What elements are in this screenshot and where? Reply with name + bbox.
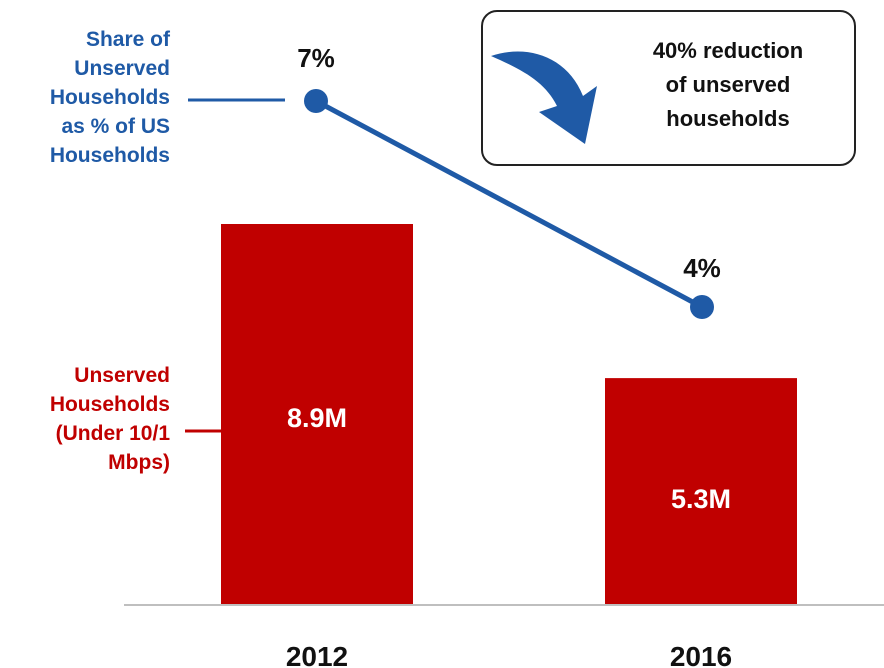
line-series-label-line: as % of US (61, 115, 170, 138)
callout-text: 40% reduction of unserved households (613, 34, 843, 136)
callout-box: 40% reduction of unserved households (481, 10, 856, 166)
line-series-label-line: Households (49, 144, 170, 167)
bar-2016 (605, 378, 797, 605)
line-series-label-line: Share of (85, 28, 170, 51)
x-tick-label-2016: 2016 (670, 641, 732, 668)
line-value-label-2016: 4% (683, 253, 721, 283)
bar-series-label-line: Unserved (74, 364, 170, 387)
bars-layer: 8.9M 5.3M (221, 224, 797, 605)
line-series-path (314, 98, 704, 310)
bar-2012 (221, 224, 413, 605)
callout-text-line: households (666, 106, 790, 131)
bar-series-label: Unserved Households (Under 10/1 Mbps) (0, 361, 170, 477)
bar-value-label-2012: 8.9M (287, 403, 347, 433)
line-point-2012 (304, 89, 328, 113)
x-tick-label-2012: 2012 (286, 641, 348, 668)
bar-series-label-line: (Under 10/1 (55, 422, 170, 445)
bar-value-label-2016: 5.3M (671, 484, 731, 514)
line-layer: 7% 4% (297, 43, 721, 319)
callout-text-line: of unserved (665, 72, 791, 97)
line-series-label-line: Households (49, 86, 170, 109)
callout-text-line: 40% reduction (652, 38, 804, 63)
line-series-label: Share of Unserved Households as % of US Hous… (0, 25, 170, 170)
line-value-label-2012: 7% (297, 43, 335, 73)
bar-series-label-line: Mbps) (108, 451, 170, 474)
x-tick-labels: 2012 2016 (286, 641, 732, 668)
bar-series-label-line: Households (49, 393, 170, 416)
legend-leader-lines (185, 98, 285, 433)
curved-down-arrow-icon (491, 51, 597, 144)
line-series-label-line: Unserved (74, 57, 170, 80)
line-point-2016 (690, 295, 714, 319)
